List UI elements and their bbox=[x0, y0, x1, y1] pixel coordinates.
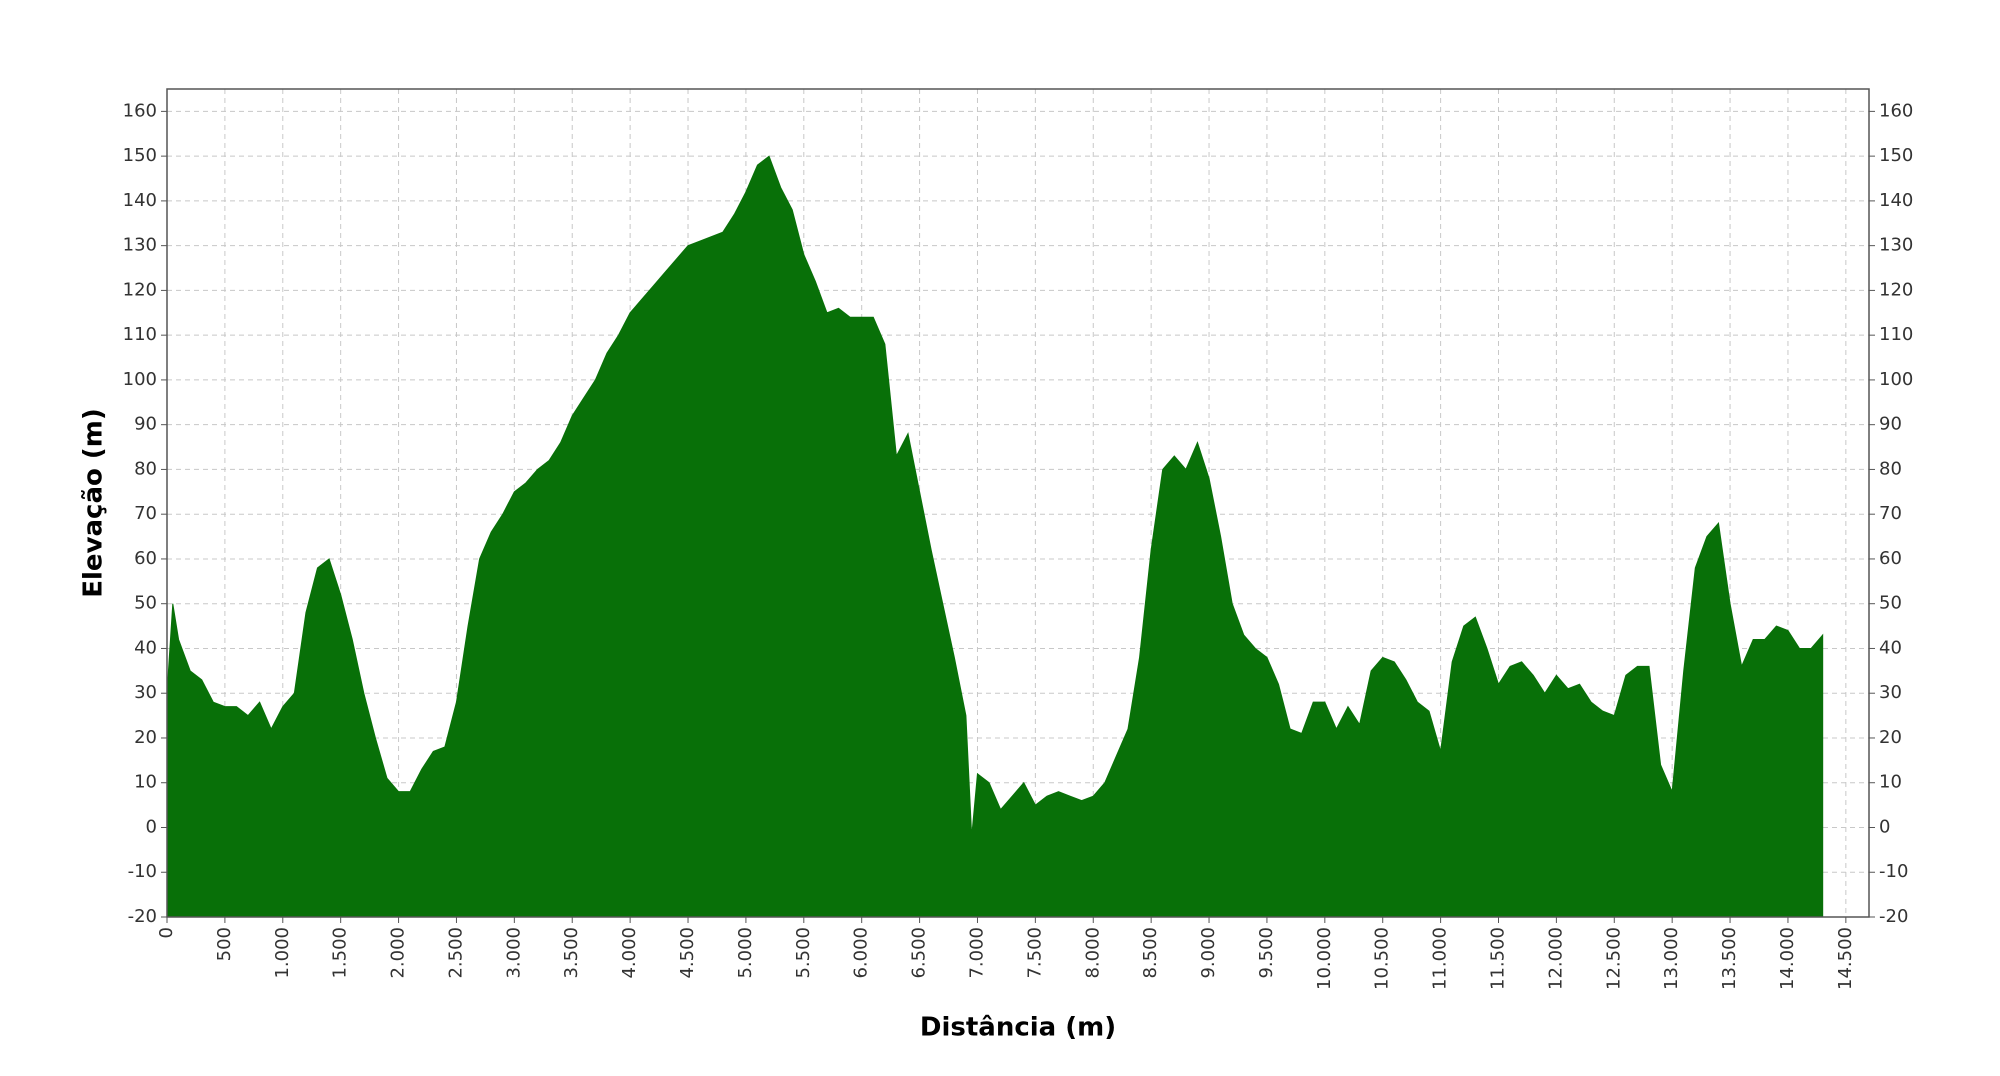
y-tick-label: -10 bbox=[128, 861, 157, 882]
y-axis-title: Elevação (m) bbox=[79, 408, 109, 598]
x-tick-label: 3.500 bbox=[561, 927, 582, 979]
y-tick-label: 100 bbox=[1879, 369, 1913, 390]
x-tick-label: 1.500 bbox=[330, 927, 351, 979]
y-tick-label: 20 bbox=[134, 727, 157, 748]
y-tick-label: -10 bbox=[1879, 861, 1908, 882]
x-tick-label: 9.500 bbox=[1256, 927, 1277, 979]
x-tick-label: 5.500 bbox=[793, 927, 814, 979]
x-tick-label: 7.000 bbox=[966, 927, 987, 979]
x-tick-label: 6.000 bbox=[851, 927, 872, 979]
y-tick-label: 130 bbox=[123, 235, 157, 256]
x-tick-label: 5.000 bbox=[735, 927, 756, 979]
x-tick-label: 2.500 bbox=[445, 927, 466, 979]
x-tick-label: 11.500 bbox=[1487, 927, 1508, 990]
x-tick-label: 3.000 bbox=[503, 927, 524, 979]
y-tick-label: 100 bbox=[123, 369, 157, 390]
y-tick-label: 0 bbox=[146, 816, 157, 837]
x-tick-label: 10.000 bbox=[1314, 927, 1335, 990]
y-tick-label: 120 bbox=[1879, 279, 1913, 300]
x-tick-label: 13.000 bbox=[1661, 927, 1682, 990]
x-tick-label: 4.000 bbox=[619, 927, 640, 979]
x-tick-label: 14.000 bbox=[1777, 927, 1798, 990]
x-tick-label: 6.500 bbox=[909, 927, 930, 979]
y-tick-label: 80 bbox=[1879, 458, 1902, 479]
y-tick-label: 70 bbox=[134, 503, 157, 524]
y-tick-label: 60 bbox=[1879, 548, 1902, 569]
y-tick-label: -20 bbox=[1879, 906, 1908, 927]
x-tick-label: 7.500 bbox=[1024, 927, 1045, 979]
x-tick-label: 1.000 bbox=[272, 927, 293, 979]
y-tick-label: 140 bbox=[1879, 190, 1913, 211]
y-tick-label: 50 bbox=[134, 593, 157, 614]
x-tick-label: 13.500 bbox=[1719, 927, 1740, 990]
y-tick-label: 110 bbox=[1879, 324, 1913, 345]
y-tick-label: 10 bbox=[134, 772, 157, 793]
x-tick-label: 2.000 bbox=[388, 927, 409, 979]
y-tick-label: 120 bbox=[123, 279, 157, 300]
y-tick-label: 0 bbox=[1879, 816, 1890, 837]
y-tick-label: 60 bbox=[134, 548, 157, 569]
y-tick-label: 70 bbox=[1879, 503, 1902, 524]
x-tick-label: 11.000 bbox=[1430, 927, 1451, 990]
plot-frame bbox=[166, 88, 1870, 918]
x-tick-label: 10.500 bbox=[1372, 927, 1393, 990]
x-tick-label: 8.000 bbox=[1082, 927, 1103, 979]
y-tick-label: 140 bbox=[123, 190, 157, 211]
y-tick-label: 150 bbox=[123, 145, 157, 166]
y-tick-label: 130 bbox=[1879, 235, 1913, 256]
y-tick-label: 40 bbox=[134, 637, 157, 658]
x-tick-label: 9.000 bbox=[1198, 927, 1219, 979]
y-tick-label: 20 bbox=[1879, 727, 1902, 748]
y-tick-label: 80 bbox=[134, 458, 157, 479]
area bbox=[166, 155, 1824, 918]
y-tick-label: 150 bbox=[1879, 145, 1913, 166]
y-tick-label: -20 bbox=[128, 906, 157, 927]
y-tick-label: 30 bbox=[134, 682, 157, 703]
y-tick-label: 30 bbox=[1879, 682, 1902, 703]
y-tick-label: 50 bbox=[1879, 593, 1902, 614]
y-tick-label: 90 bbox=[134, 414, 157, 435]
y-tick-label: 40 bbox=[1879, 637, 1902, 658]
y-tick-label: 160 bbox=[123, 100, 157, 121]
x-tick-label: 14.500 bbox=[1835, 927, 1856, 990]
x-tick-label: 500 bbox=[214, 927, 235, 961]
y-tick-label: 10 bbox=[1879, 772, 1902, 793]
y-tick-label: 160 bbox=[1879, 100, 1913, 121]
y-tick-label: 90 bbox=[1879, 414, 1902, 435]
x-tick-label: 8.500 bbox=[1140, 927, 1161, 979]
y-tick-label: 110 bbox=[123, 324, 157, 345]
x-tick-label: 12.500 bbox=[1603, 927, 1624, 990]
x-tick-label: 4.500 bbox=[677, 927, 698, 979]
x-tick-label: 12.000 bbox=[1545, 927, 1566, 990]
x-axis-title: Distância (m) bbox=[920, 1013, 1116, 1043]
x-tick-label: 0 bbox=[156, 927, 177, 938]
